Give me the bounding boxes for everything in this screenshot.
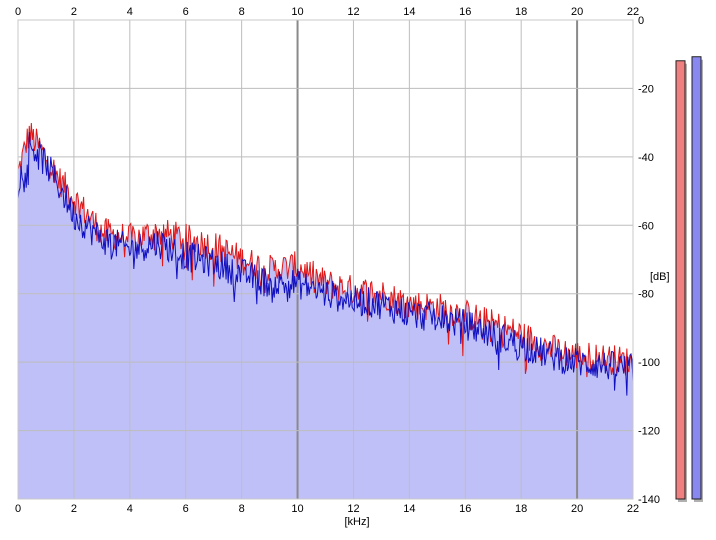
x-tick-label-bottom: 4 (127, 503, 133, 515)
x-tick-label-top: 16 (459, 6, 471, 18)
x-tick-label-bottom: 16 (459, 503, 471, 515)
spectrum-lines (17, 123, 634, 396)
x-tick-label-bottom: 22 (627, 503, 639, 515)
x-tick-label-top: 4 (127, 6, 133, 18)
x-tick-label-bottom: 8 (239, 503, 245, 515)
y-tick-label: -120 (638, 426, 660, 438)
x-tick-label-top: 8 (239, 6, 245, 18)
level-meters (675, 56, 703, 503)
y-tick-label: -60 (638, 220, 654, 232)
x-tick-label-bottom: 6 (183, 503, 189, 515)
x-axis-unit-label: [kHz] (344, 516, 369, 528)
x-tick-label-bottom: 14 (403, 503, 415, 515)
x-tick-label-bottom: 20 (571, 503, 583, 515)
plot-frame (17, 19, 634, 500)
x-tick-label-top: 18 (515, 6, 527, 18)
x-tick-label-bottom: 0 (15, 503, 21, 515)
series-line-right (17, 131, 634, 396)
x-tick-label-bottom: 10 (291, 503, 303, 515)
x-tick-label-bottom: 2 (71, 503, 77, 515)
axis-ticks: 002244668810101212141416161818202022220-… (15, 6, 660, 515)
y-tick-label: -40 (638, 152, 654, 164)
y-axis-unit-label: [dB] (650, 271, 670, 283)
y-tick-label: -140 (638, 494, 660, 506)
level-meter-left (675, 60, 686, 500)
x-tick-label-top: 6 (183, 6, 189, 18)
x-tick-label-top: 14 (403, 6, 415, 18)
x-tick-label-top: 22 (627, 6, 639, 18)
series-line-left (17, 123, 634, 378)
y-tick-label: -100 (638, 357, 660, 369)
spectrum-fill (18, 123, 633, 499)
spectrum-fill-area (18, 123, 633, 499)
x-tick-label-top: 0 (15, 6, 21, 18)
x-tick-label-bottom: 18 (515, 503, 527, 515)
x-tick-label-top: 20 (571, 6, 583, 18)
x-tick-label-top: 2 (71, 6, 77, 18)
y-tick-label: 0 (638, 15, 644, 27)
level-meter-right (691, 56, 702, 500)
x-tick-label-top: 10 (291, 6, 303, 18)
x-tick-label-top: 12 (347, 6, 359, 18)
y-tick-label: -20 (638, 83, 654, 95)
y-tick-label: -80 (638, 289, 654, 301)
x-tick-label-bottom: 12 (347, 503, 359, 515)
